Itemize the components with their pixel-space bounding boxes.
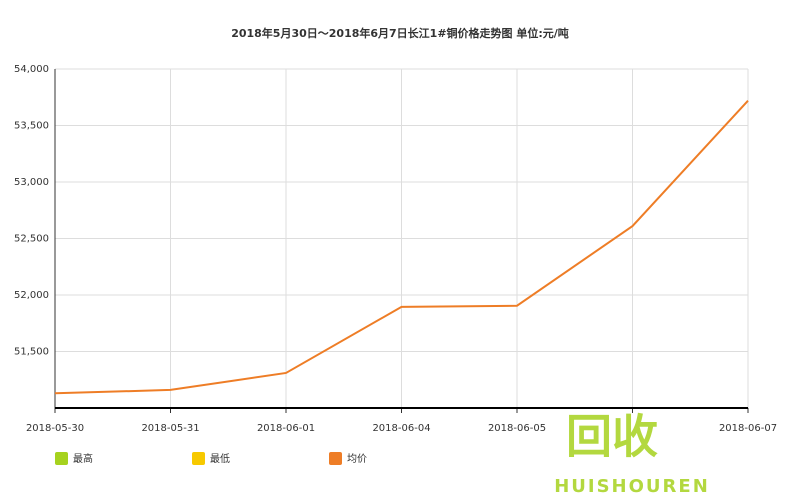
x-tick-label: 2018-05-30	[26, 423, 84, 434]
watermark: 回收 HUISHOUREN	[554, 410, 710, 498]
legend-label: 均价	[347, 453, 367, 465]
x-tick-label: 2018-06-07	[719, 423, 777, 434]
y-tick-label: 52,000	[14, 290, 49, 301]
x-tick-label: 2018-06-01	[257, 423, 315, 434]
legend-swatch	[192, 452, 205, 465]
y-tick-label: 54,000	[14, 64, 49, 75]
chart-title: 2018年5月30日～2018年6月7日长江1#铜价格走势图 单位:元/吨	[231, 26, 569, 40]
x-tick-label: 2018-05-31	[141, 423, 199, 434]
legend-label: 最高	[73, 452, 93, 465]
y-tick-label: 53,500	[14, 121, 49, 132]
legend-swatch	[55, 452, 68, 465]
legend-label: 最低	[210, 452, 230, 465]
y-tick-label: 53,000	[14, 177, 49, 188]
x-tick-label: 2018-06-04	[372, 423, 430, 434]
y-tick-label: 52,500	[14, 234, 49, 245]
legend-swatch	[329, 452, 342, 465]
y-tick-label: 51,500	[14, 347, 49, 358]
watermark-text: HUISHOUREN	[554, 476, 710, 497]
x-tick-label: 2018-06-05	[488, 423, 546, 434]
series-line	[54, 99, 749, 395]
watermark-text: 回收	[566, 410, 658, 464]
